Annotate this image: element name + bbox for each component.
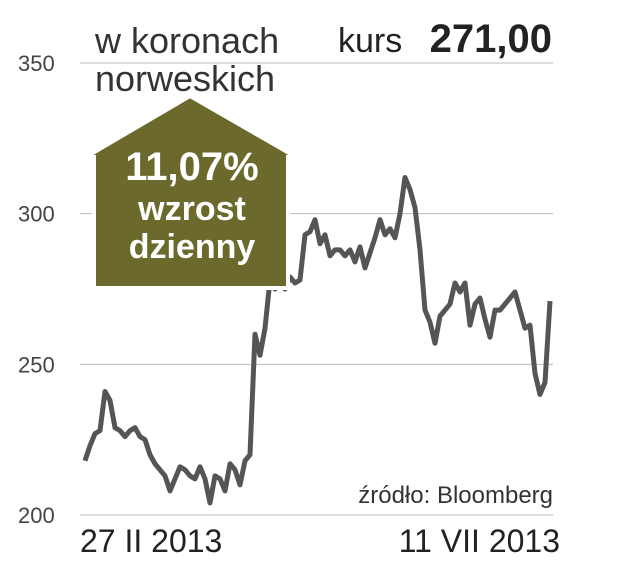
unit-line: w koronach: [94, 20, 279, 61]
source: źródło: Bloomberg: [358, 482, 553, 509]
x-tick-label: 11 VII 2013: [399, 523, 560, 559]
y-tick-label: 250: [18, 352, 55, 377]
y-tick-label: 200: [18, 503, 55, 528]
badge-text: dzienny: [129, 228, 256, 266]
price: 271,00: [430, 17, 552, 61]
badge-text: wzrost: [137, 190, 246, 228]
badge-text: 11,07%: [125, 145, 258, 189]
price-line: [82, 175, 553, 506]
unit-line: norweskich: [95, 58, 275, 99]
badge: [78, 93, 304, 290]
price-label: kurs: [338, 22, 402, 60]
y-tick-label: 300: [18, 202, 55, 227]
y-tick-label: 350: [18, 51, 55, 76]
plot: 200 250 300 350 27 II 2013 11 VII 2013: [18, 51, 560, 559]
x-tick-label: 27 II 2013: [80, 523, 222, 559]
